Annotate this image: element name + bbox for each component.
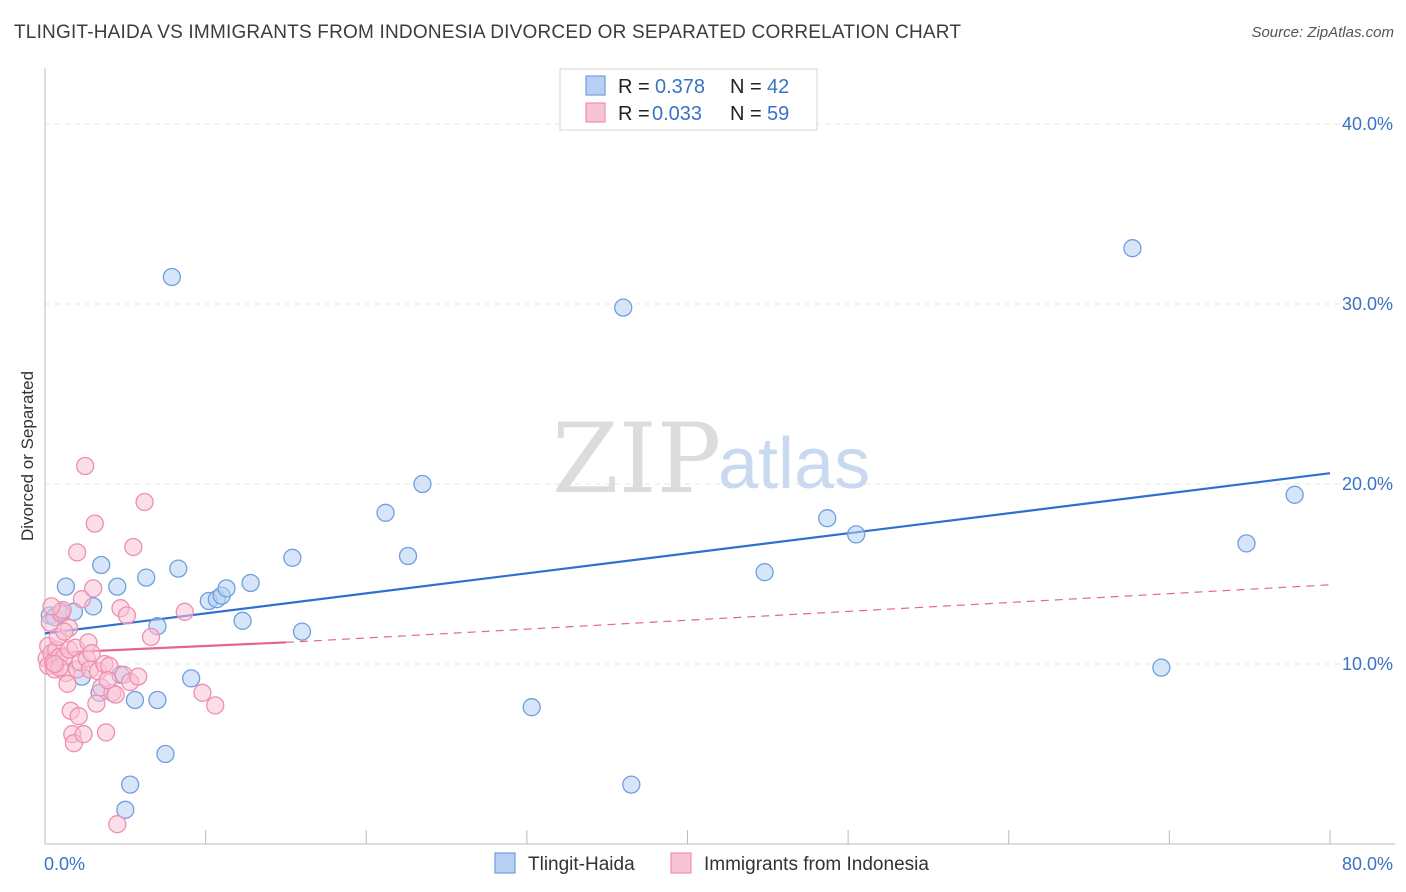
legend-r-label-1: R = <box>618 76 650 98</box>
y-tick-labels: 10.0% 20.0% 30.0% 40.0% <box>1342 114 1393 674</box>
point-series-1-54 <box>98 671 117 690</box>
watermark-atlas: atlas <box>718 424 870 504</box>
point-series-1-47 <box>175 602 194 621</box>
point-series-0-19 <box>169 559 188 578</box>
point-series-1-45 <box>135 492 154 512</box>
point-series-0-36 <box>818 509 837 528</box>
point-series-1-14 <box>58 674 77 693</box>
point-series-0-11 <box>116 800 135 819</box>
point-series-1-31 <box>87 694 106 713</box>
point-series-0-16 <box>148 690 167 710</box>
y-tick-label: 30.0% <box>1342 294 1393 314</box>
point-series-0-27 <box>283 548 302 567</box>
series-legend-swatch-indonesia <box>670 852 692 874</box>
point-series-0-3 <box>56 577 76 596</box>
legend-r-label-2: R = <box>618 103 650 125</box>
point-series-0-20 <box>182 669 201 688</box>
data-points <box>37 239 1304 834</box>
watermark-zip: ZIP <box>552 403 721 515</box>
point-series-0-8 <box>92 555 111 575</box>
point-series-1-48 <box>193 683 212 702</box>
point-series-0-18 <box>162 267 182 287</box>
point-series-0-9 <box>108 577 127 596</box>
point-series-1-50 <box>42 597 61 616</box>
legend-r-value-1: 0.378 <box>655 76 705 98</box>
legend-n-value-2: 59 <box>767 103 789 125</box>
point-series-1-43 <box>124 537 143 557</box>
source-credit: Source: ZipAtlas.com <box>1251 24 1394 41</box>
x-tick-label-min: 0.0% <box>44 854 85 874</box>
point-series-0-29 <box>376 503 395 522</box>
point-series-1-30 <box>85 514 104 533</box>
series-legend-label-tlingit: Tlingit-Haida <box>528 854 635 875</box>
point-series-0-25 <box>233 611 252 630</box>
legend-swatch-indonesia <box>585 102 606 123</box>
stats-legend: R = 0.378 N = 42 R = 0.033 N = 59 <box>559 68 818 131</box>
legend-n-label-2: N = <box>730 103 762 125</box>
y-tick-label: 10.0% <box>1342 654 1393 674</box>
point-series-0-35 <box>755 563 774 582</box>
legend-n-value-1: 42 <box>767 76 789 98</box>
point-series-0-32 <box>522 698 541 717</box>
point-series-0-24 <box>217 579 236 598</box>
trend-line-extension-series-1 <box>285 584 1331 643</box>
chart-title: TLINGIT-HAIDA VS IMMIGRANTS FROM INDONES… <box>14 22 962 43</box>
y-tick-label: 40.0% <box>1342 114 1393 134</box>
point-series-0-12 <box>120 775 140 794</box>
point-series-0-39 <box>1152 658 1171 677</box>
point-series-1-38 <box>108 815 127 834</box>
trend-line-series-0 <box>44 472 1331 635</box>
series-legend-swatch-tlingit <box>494 852 516 874</box>
series-legend: Tlingit-Haida Immigrants from Indonesia <box>494 852 929 875</box>
legend-n-label-1: N = <box>730 76 762 98</box>
grid-lines <box>45 123 1395 665</box>
point-series-1-24 <box>74 725 93 744</box>
axes <box>44 68 1395 845</box>
legend-r-value-2: 0.033 <box>652 103 702 125</box>
point-series-0-13 <box>125 690 145 710</box>
point-series-0-33 <box>614 298 633 317</box>
point-series-0-17 <box>156 744 175 764</box>
point-series-0-40 <box>1237 534 1256 553</box>
point-series-0-31 <box>413 474 432 494</box>
point-series-0-34 <box>622 775 641 794</box>
point-series-0-26 <box>241 573 260 593</box>
point-series-0-30 <box>398 546 418 566</box>
legend-swatch-tlingit <box>585 75 606 96</box>
x-ticks <box>44 830 1331 844</box>
point-series-1-21 <box>69 707 88 726</box>
point-series-1-44 <box>129 667 148 686</box>
point-series-0-38 <box>1123 239 1142 258</box>
point-series-1-35 <box>96 723 116 742</box>
point-series-1-58 <box>45 654 64 674</box>
point-series-1-29 <box>84 579 103 598</box>
point-series-1-46 <box>141 627 161 647</box>
point-series-1-57 <box>55 622 74 641</box>
y-axis-label: Divorced or Separated <box>18 371 37 541</box>
point-series-1-49 <box>206 696 225 715</box>
point-series-1-23 <box>72 590 92 609</box>
point-series-1-55 <box>106 685 125 704</box>
point-series-0-37 <box>847 525 866 544</box>
y-tick-label: 20.0% <box>1342 474 1393 494</box>
point-series-0-14 <box>137 568 156 587</box>
point-series-1-53 <box>67 543 87 562</box>
series-legend-label-indonesia: Immigrants from Indonesia <box>704 854 929 875</box>
point-series-0-41 <box>1285 485 1304 504</box>
point-series-1-25 <box>76 456 95 476</box>
point-series-1-56 <box>82 644 101 663</box>
point-series-1-41 <box>117 606 137 625</box>
point-series-0-28 <box>292 622 312 641</box>
x-tick-label-max: 80.0% <box>1342 854 1393 874</box>
